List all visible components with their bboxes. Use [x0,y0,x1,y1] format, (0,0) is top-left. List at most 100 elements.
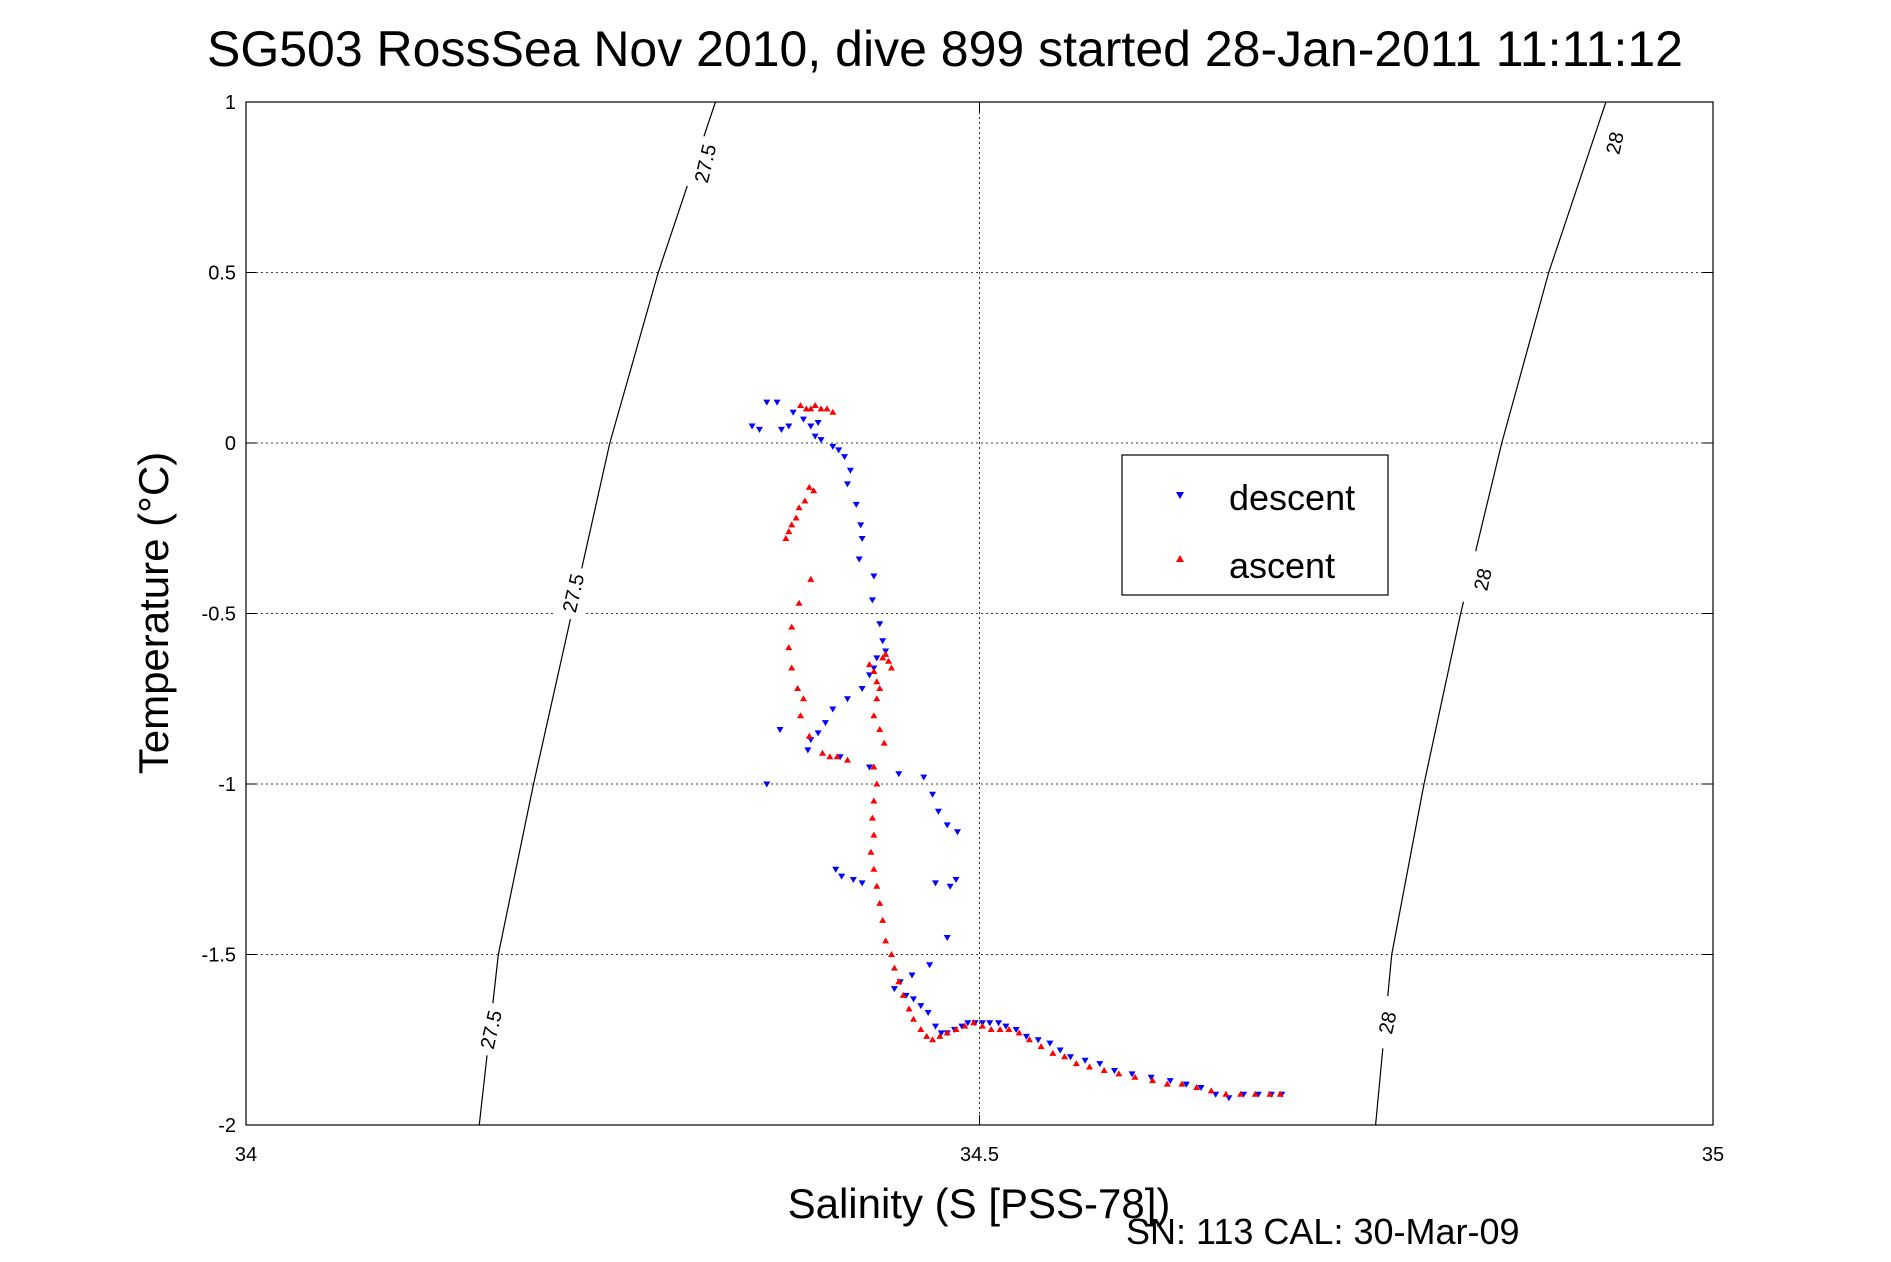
ascent-point [867,848,875,855]
ascent-point [788,623,796,630]
ascent-point [792,514,800,521]
descent-point [855,556,863,563]
ascent-point [943,1029,951,1036]
ascent-point [870,865,878,872]
ascent-point [833,753,841,760]
descent-point [937,1030,945,1037]
ascent-point [797,401,805,408]
descent-point [895,771,903,778]
descent-point [1081,1057,1089,1064]
ascent-point [1049,1049,1057,1056]
ascent-point [876,725,884,732]
x-tick-label: 35 [1702,1144,1724,1166]
ascent-point [785,528,793,535]
descent-point [876,621,884,628]
y-tick-label: -2 [218,1115,236,1137]
descent-point [931,880,939,887]
descent-point [773,399,781,406]
descent-point [811,433,819,440]
ascent-point [876,899,884,906]
ascent-point [882,650,890,657]
ascent-point [873,882,881,889]
ascent-point [1025,1036,1033,1043]
ascent-point [1193,1083,1201,1090]
ascent-point [810,487,818,494]
descent-point [807,423,815,430]
ascent-point [987,1026,995,1033]
ascent-point [807,405,815,412]
x-tick-label: 34 [235,1144,257,1166]
ascent-point [1061,1053,1069,1060]
ascent-point [1207,1087,1215,1094]
ascent-point [788,664,796,671]
legend-descent-label: descent [1229,477,1355,518]
ascent-point [978,1022,986,1029]
descent-point [1012,1027,1020,1034]
descent-point [785,423,793,430]
ascent-point [1163,1080,1171,1087]
contour-label-backdrop [470,1000,512,1059]
descent-point [1002,1023,1010,1030]
x-axis-label: Salinity (S [PSS-78]) [788,1180,1171,1227]
ascent-point [873,695,881,702]
descent-point [835,447,843,454]
descent-point [846,467,854,474]
descent-point [929,791,937,798]
descent-point [868,597,876,604]
descent-point [995,1020,1003,1027]
ascent-point [887,951,895,957]
y-tick-label: 0 [225,433,236,455]
ascent-point [887,664,895,671]
calibration-footer: SN: 113 CAL: 30-Mar-09 [1126,1211,1520,1252]
ascent-point [819,749,827,756]
descent-point [964,1020,972,1027]
density-contour-label: 28 [1470,566,1496,593]
descent-point [1066,1054,1074,1061]
ascent-point [1276,1090,1284,1097]
descent-point [817,437,825,444]
descent-point [832,866,840,873]
ascent-point [870,763,878,770]
descent-point [1056,1047,1064,1054]
descent-point [879,638,887,645]
descent-point [777,426,785,433]
descent-point [931,1023,939,1030]
ascent-point [799,695,807,702]
descent-point [858,686,866,693]
descent-point [870,573,878,580]
contour-label-backdrop [552,564,594,622]
descent-point [1110,1067,1118,1074]
ascent-point [899,991,907,998]
ascent-series [782,401,1284,1097]
descent-point [909,996,917,1003]
descent-point [943,934,951,941]
ascent-point [817,405,825,412]
descent-point [843,481,851,488]
descent-point [789,409,797,416]
descent-point [814,420,822,427]
ascent-point [873,780,881,787]
descent-point [829,443,837,450]
y-tick-label: -0.5 [202,604,236,626]
x-tick-label: 34.5 [960,1144,999,1166]
descent-point [943,822,951,829]
descent-point [924,1009,932,1016]
descent-point [1128,1071,1136,1078]
contour-label-backdrop [684,134,726,193]
descent-point [776,726,784,733]
ascent-point [788,521,796,528]
ascent-point [923,1032,931,1039]
contour-label-backdrop [1594,114,1636,172]
y-axis-label: Temperature (°C) [130,452,177,775]
contour-label-backdrop [1462,550,1504,609]
descent-point [1096,1061,1104,1068]
ascent-point [1131,1073,1139,1080]
ascent-point [873,678,881,685]
ascent-point [905,1005,913,1012]
ascent-point [890,964,898,971]
ascent-point [1005,1026,1013,1033]
ascent-point [1100,1066,1108,1073]
descent-point [1046,1040,1054,1047]
ascent-point [876,685,884,692]
